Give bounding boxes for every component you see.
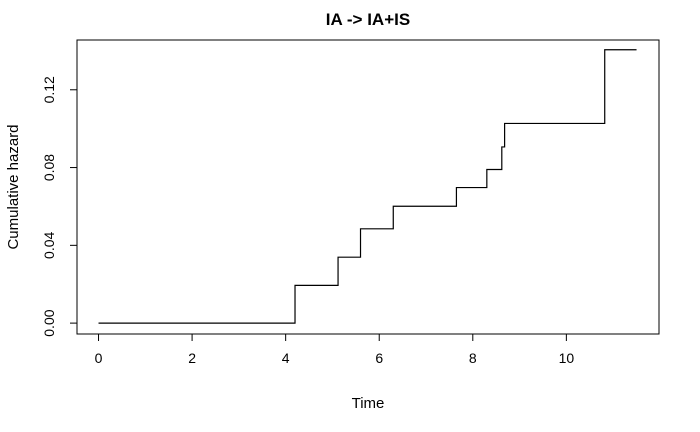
x-tick-label: 4 xyxy=(282,350,290,366)
y-tick-label: 0.08 xyxy=(41,154,57,181)
x-axis: 0 2 4 6 8 10 xyxy=(95,333,575,366)
chart-title: IA -> IA+IS xyxy=(326,10,410,29)
y-tick-label: 0.00 xyxy=(41,309,57,336)
x-tick-label: 0 xyxy=(95,350,103,366)
y-axis-label: Cumulative hazard xyxy=(5,124,22,249)
x-tick-label: 8 xyxy=(469,350,477,366)
x-tick-label: 6 xyxy=(375,350,383,366)
y-tick-label: 0.12 xyxy=(41,76,57,103)
x-tick-label: 10 xyxy=(559,350,575,366)
y-tick-label: 0.04 xyxy=(41,231,57,258)
plot-frame xyxy=(76,39,660,335)
y-axis: 0.00 0.04 0.08 0.12 xyxy=(41,76,78,337)
x-axis-label: Time xyxy=(352,395,385,412)
series-layer xyxy=(98,49,637,324)
cumulative-hazard-step-line xyxy=(98,49,637,324)
x-tick-label: 2 xyxy=(188,350,196,366)
